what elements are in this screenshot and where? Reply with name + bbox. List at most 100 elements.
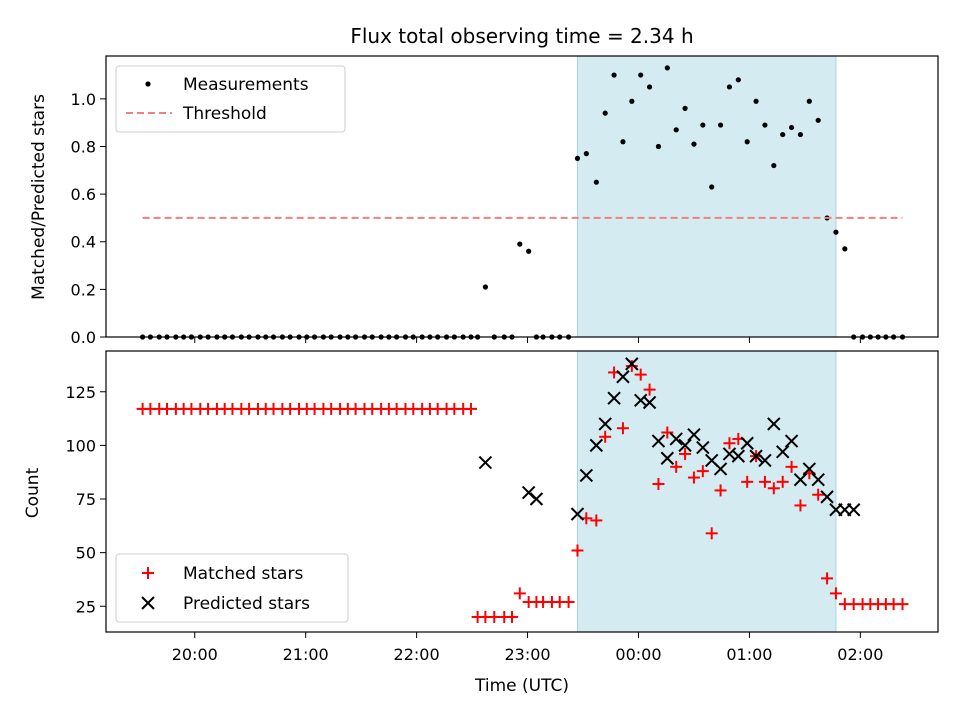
predicted-star-point [625, 357, 639, 371]
y-tick-label: 1.0 [71, 90, 96, 109]
predicted-star-point [678, 438, 692, 453]
measurement-point [646, 84, 653, 90]
top-legend-box [115, 65, 346, 133]
predicted-star-point [642, 395, 657, 410]
predicted-star-point [820, 490, 834, 504]
predicted-star-point [811, 472, 825, 487]
predicted-star-point [616, 370, 630, 384]
measurement-point [842, 246, 848, 252]
y-tick-label: 0.2 [71, 280, 96, 299]
measurement-point [833, 229, 839, 235]
measurement-point [638, 72, 644, 78]
legend-label-threshold: Threshold [182, 104, 267, 124]
x-tick-label: 02:00 [837, 645, 883, 664]
measurement-point [753, 98, 759, 104]
matched-star-point [896, 598, 909, 611]
measurement-point [744, 139, 750, 145]
predicted-star-point [598, 417, 612, 431]
measurement-point [611, 72, 617, 78]
matched-star-point [776, 475, 789, 488]
predicted-star-point [529, 492, 544, 506]
observing-span-top [576, 55, 837, 338]
matched-star-point [679, 447, 692, 460]
x-axis-label: Time (UTC) [474, 676, 569, 696]
matched-star-point [670, 460, 683, 473]
y-tick-label: 125 [65, 383, 96, 402]
y-tick-label: 100 [65, 436, 96, 455]
predicted-star-point [793, 472, 808, 487]
matched-star-point [705, 527, 718, 540]
matched-star-point [821, 572, 834, 585]
x-tick-label: 20:00 [172, 645, 218, 664]
bottom-legend-box [115, 553, 349, 623]
predicted-star-point [775, 445, 790, 459]
predicted-star-point [731, 449, 746, 463]
matched-star-point [652, 477, 665, 490]
matched-star-point [661, 426, 674, 439]
measurement-point [788, 124, 795, 131]
matched-star-point [571, 544, 584, 557]
matched-star-point [812, 488, 825, 501]
matched-star-point [758, 475, 771, 488]
measurement-point [691, 141, 697, 147]
measurement-point [583, 151, 589, 157]
matched-star-point [616, 422, 629, 435]
legend-marker-measurements [145, 81, 151, 87]
predicted-star-point [589, 438, 604, 453]
predicted-star-point [784, 434, 799, 448]
predicted-star-point [660, 451, 675, 465]
measurement-point [593, 179, 599, 185]
y-tick-label: 75 [76, 490, 96, 509]
top-legend: Measurements Threshold [115, 65, 346, 133]
measurement-point [726, 84, 733, 90]
legend-label-matched: Matched stars [183, 564, 303, 584]
predicted-star-point [696, 440, 710, 455]
matched-star-point [643, 383, 656, 396]
x-tick-label: 01:00 [726, 645, 772, 664]
top-x-ticks [194, 337, 861, 343]
predicted-star-point [740, 436, 754, 450]
bottom-panel: 25 50 75 100 125 20:00 21:00 22:00 23:00 00:00 01… [23, 350, 939, 696]
measurement-point [709, 184, 715, 190]
predicted-star-point [767, 417, 781, 431]
predicted-star-point [846, 503, 861, 517]
x-tick-label: 22:00 [394, 645, 440, 664]
measurement-point [629, 98, 635, 104]
top-panel: Flux total observing time = 2.34 h 0.00.… [29, 24, 939, 347]
legend-label-predicted: Predicted stars [183, 594, 310, 614]
predicted-star-point [570, 507, 585, 521]
bottom-y-ticks: 25 50 75 100 125 [65, 383, 106, 616]
measurement-point [517, 241, 523, 247]
top-y-ticks: 0.0 0.2 0.4 0.6 0.8 1.0 [71, 90, 106, 347]
predicted-star-point [713, 462, 728, 476]
top-y-axis-label: Matched/Predicted stars [29, 94, 49, 300]
predicted-star-point [579, 468, 594, 483]
matched-star-point [794, 499, 807, 512]
matched-star-point [741, 475, 754, 488]
matched-star-point [590, 514, 603, 527]
legend-marker-matched [142, 567, 154, 579]
predicted-star-point [802, 462, 817, 476]
y-tick-label: 0.6 [71, 185, 96, 204]
measurement-point [602, 110, 608, 116]
bottom-legend: Matched stars Predicted stars [115, 553, 349, 623]
measurement-point [682, 105, 688, 111]
matched-star-point [696, 465, 709, 478]
bottom-marks [136, 357, 909, 623]
measurement-point [482, 284, 488, 290]
measurement-point [806, 98, 812, 104]
predicted-star-point [758, 453, 772, 468]
predicted-star-point [749, 449, 763, 463]
matched-star-point [687, 471, 700, 484]
bottom-x-ticks: 20:00 21:00 22:00 23:00 00:00 01:00 02:00 [172, 632, 883, 664]
measurement-point [771, 162, 777, 169]
measurement-point [620, 139, 626, 145]
predicted-star-point [478, 455, 493, 470]
matched-star-point [829, 587, 842, 600]
matched-star-point [506, 610, 519, 623]
legend-marker-predicted [141, 596, 155, 610]
bottom-y-axis-label: Count [23, 467, 43, 518]
measurement-point [735, 77, 741, 83]
predicted-star-point [607, 391, 621, 405]
matched-star-point [634, 368, 647, 381]
